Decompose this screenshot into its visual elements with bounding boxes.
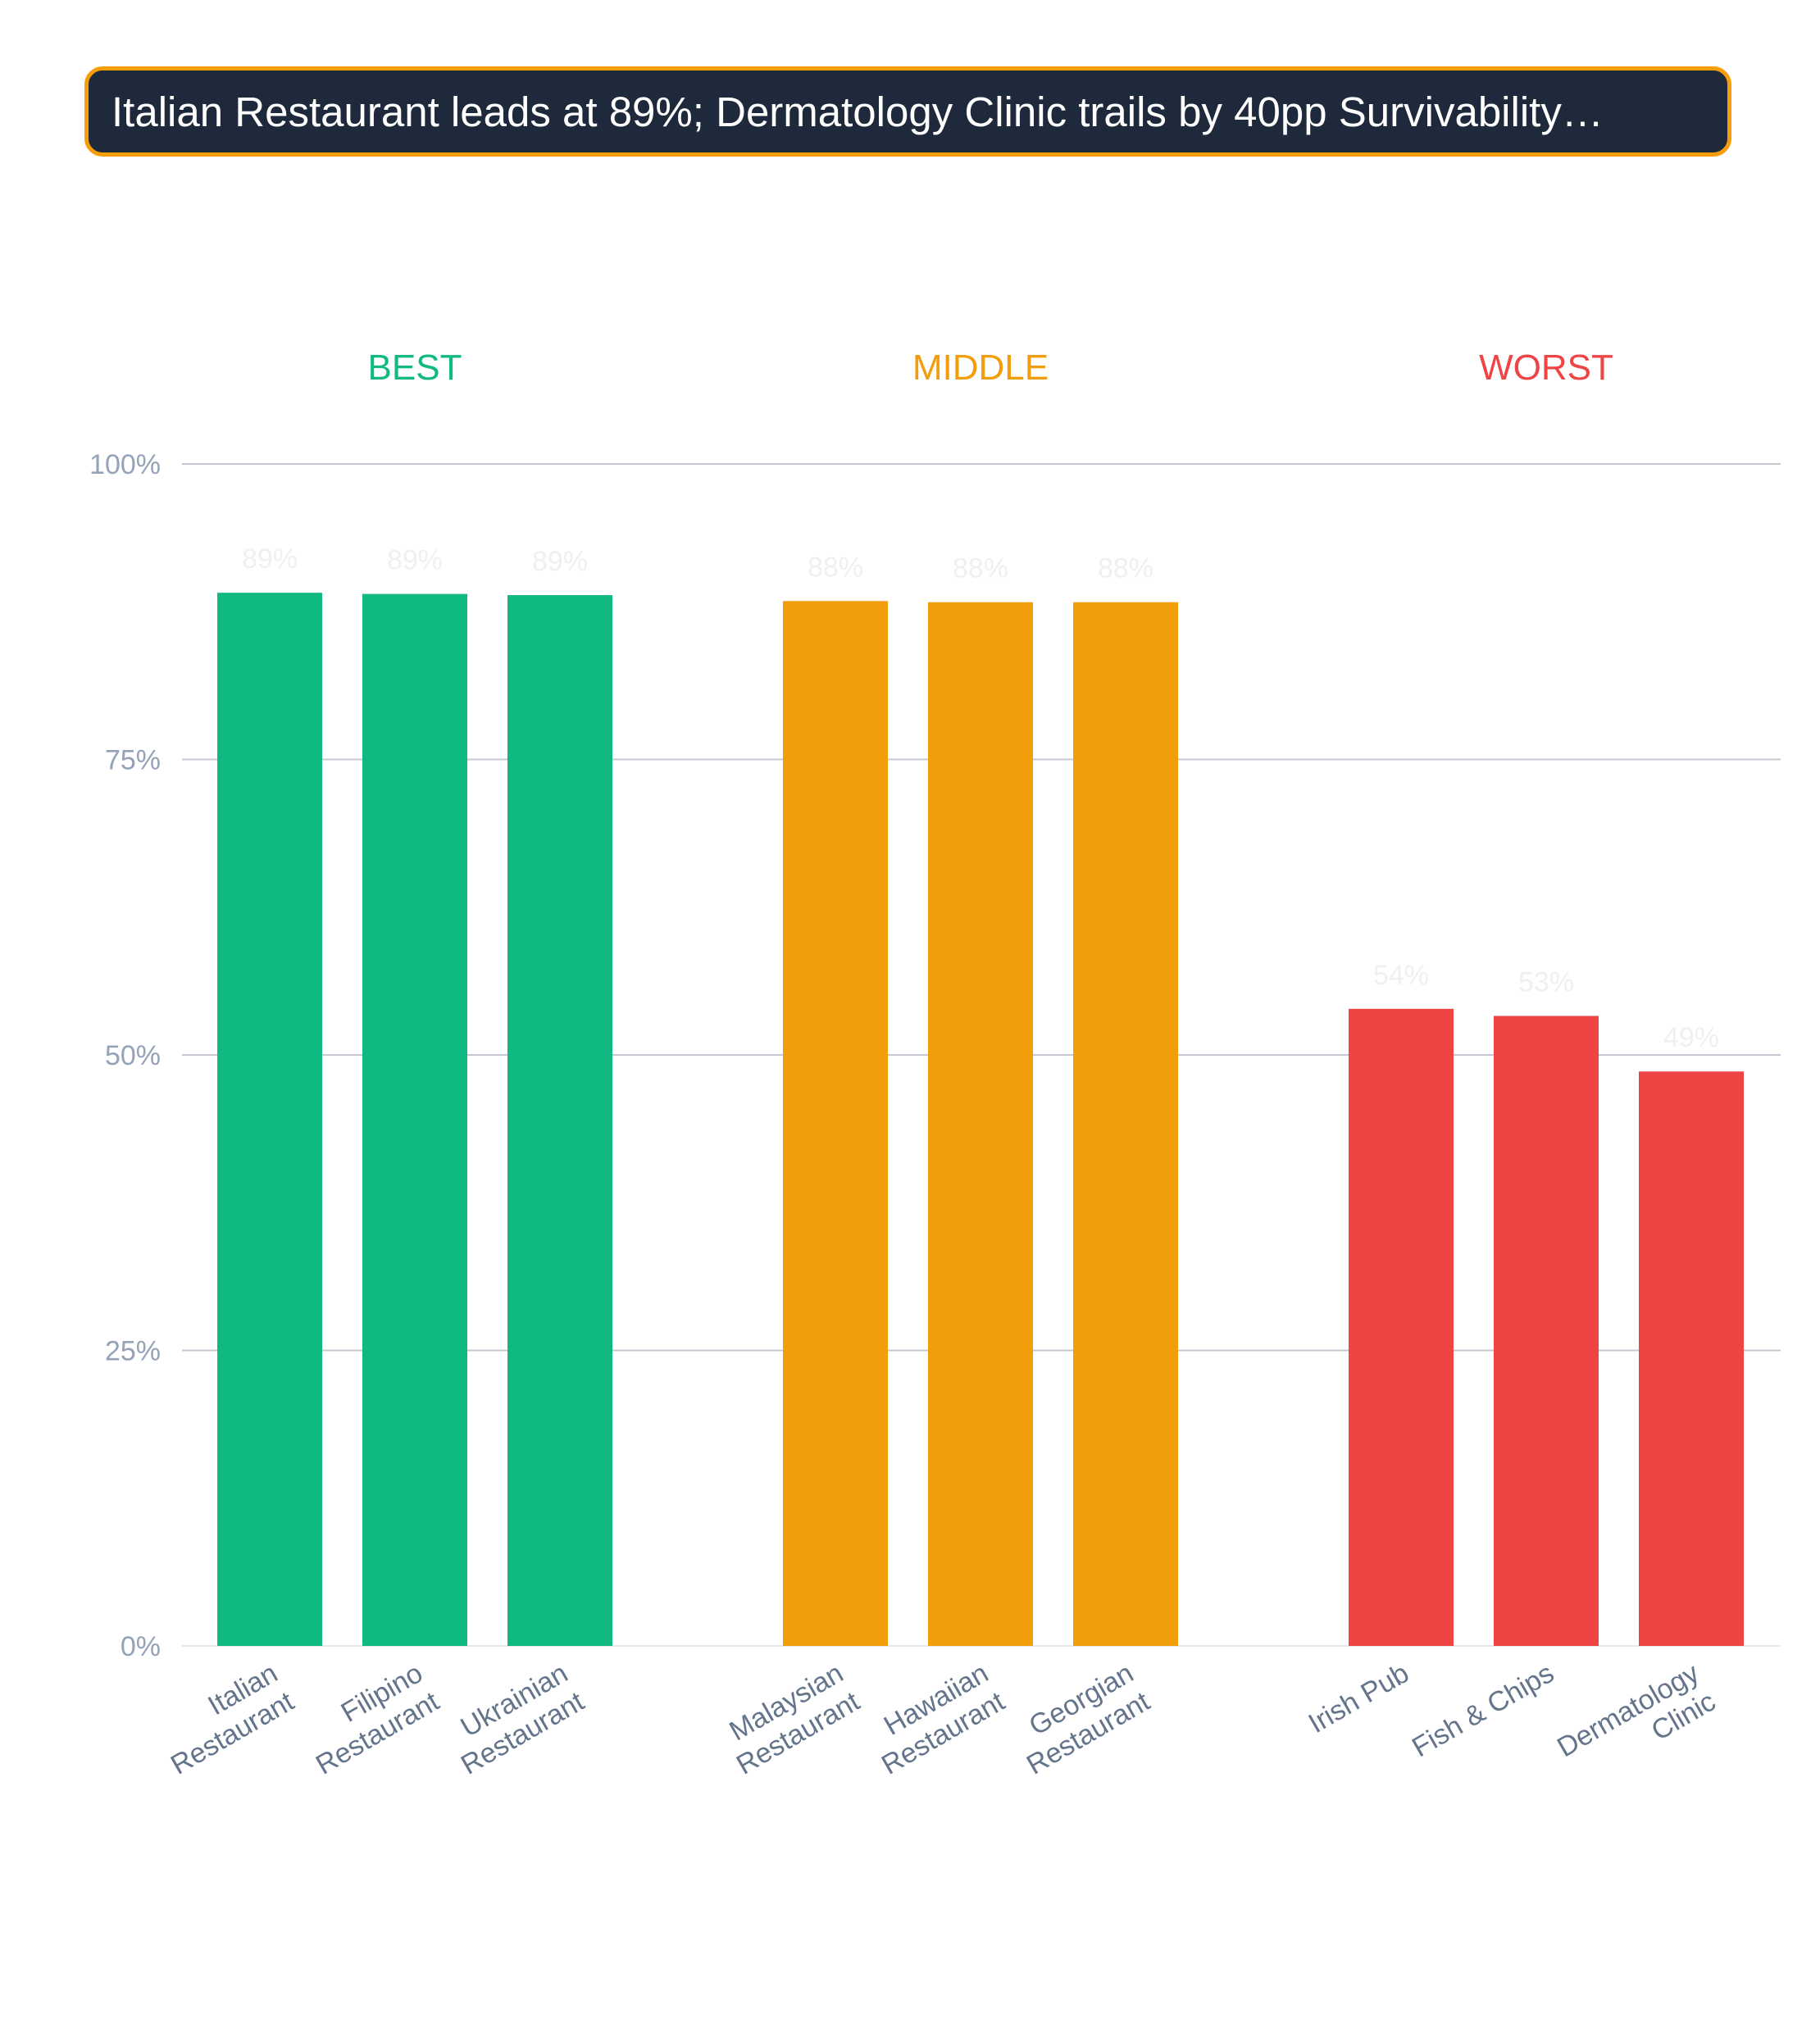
category-label: FilipinoRestaurant — [294, 1657, 445, 1781]
category-label: Fish & Chips — [1407, 1657, 1559, 1763]
bar — [217, 593, 322, 1646]
value-label: 49% — [1663, 1022, 1719, 1053]
group-label: WORST — [1479, 348, 1613, 388]
category-label: GeorgianRestaurant — [1005, 1657, 1156, 1781]
category-labels: ItalianRestaurant FilipinoRestaurant Ukrai… — [149, 1657, 1721, 1792]
value-label: 89% — [242, 543, 298, 575]
chart-title-box: Italian Restaurant leads at 89%; Dermato… — [84, 66, 1731, 157]
value-label: 53% — [1518, 966, 1574, 998]
bar — [1349, 1008, 1454, 1646]
bar — [1639, 1071, 1744, 1646]
category-label: HawaiianRestaurant — [860, 1657, 1011, 1781]
bar — [1073, 602, 1178, 1646]
value-label: 88% — [953, 553, 1008, 584]
grid-layer: 0% 25% 50% 75% 100% — [89, 449, 1781, 1662]
value-label: 89% — [532, 546, 588, 577]
y-tick-label: 50% — [105, 1040, 161, 1071]
bar — [507, 595, 612, 1646]
bar — [783, 601, 888, 1646]
category-label: Irish Pub — [1304, 1657, 1414, 1739]
category-label: DermatologyClinic — [1552, 1657, 1721, 1792]
chart-title: Italian Restaurant leads at 89%; Dermato… — [111, 88, 1604, 135]
category-label: UkrainianRestaurant — [439, 1657, 590, 1781]
bar — [928, 602, 1033, 1646]
category-label: ItalianRestaurant — [149, 1657, 300, 1781]
group-label: MIDDLE — [912, 348, 1049, 388]
bars: 89% 89% 89% 88% 88% 88% 54% 53% 49% — [217, 543, 1744, 1646]
value-label: 54% — [1373, 960, 1429, 991]
category-label-line: Irish Pub — [1304, 1657, 1414, 1739]
y-tick-label: 0% — [121, 1631, 161, 1662]
category-label: MalaysianRestaurant — [715, 1657, 866, 1781]
value-label: 89% — [387, 545, 443, 576]
group-labels: BEST MIDDLE WORST — [368, 348, 1613, 388]
value-label: 88% — [1098, 553, 1153, 584]
y-tick-label: 75% — [105, 745, 161, 776]
y-tick-label: 100% — [89, 449, 161, 480]
y-tick-label: 25% — [105, 1336, 161, 1367]
bar — [1494, 1016, 1599, 1646]
group-label: BEST — [368, 348, 462, 388]
bar — [362, 593, 467, 1646]
category-label-line: Fish & Chips — [1407, 1657, 1559, 1763]
value-label: 88% — [808, 552, 863, 583]
